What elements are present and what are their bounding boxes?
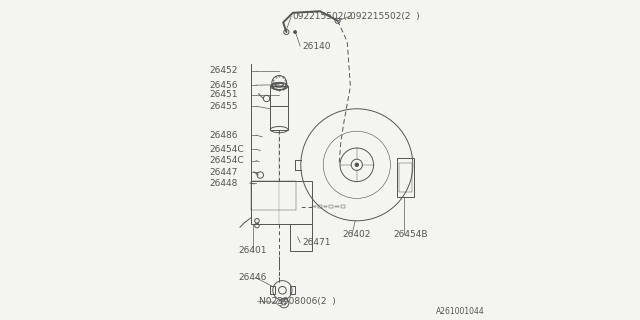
Bar (335, 206, 339, 207)
Bar (399, 163, 412, 192)
Text: N: N (278, 300, 282, 305)
Text: 092215502(2  ): 092215502(2 ) (351, 12, 420, 21)
Text: 26451: 26451 (210, 90, 238, 99)
Text: 26486: 26486 (210, 131, 238, 140)
Bar (317, 205, 322, 208)
Text: 26454B: 26454B (394, 230, 428, 239)
Bar (269, 286, 275, 294)
Text: 26401: 26401 (239, 246, 267, 255)
Text: N023908006(2  ): N023908006(2 ) (259, 297, 336, 306)
Text: 26455: 26455 (210, 102, 238, 111)
Bar (329, 205, 333, 208)
Text: 26454C: 26454C (210, 156, 244, 165)
Circle shape (355, 163, 359, 167)
Text: 26447: 26447 (210, 168, 238, 177)
Text: 092215502(2: 092215502(2 (292, 12, 353, 21)
Text: 26448: 26448 (210, 179, 238, 188)
Text: 26471: 26471 (302, 238, 331, 247)
Text: A261001044: A261001044 (436, 308, 484, 316)
Bar (290, 224, 312, 251)
Text: 26456: 26456 (210, 81, 238, 90)
Text: 26402: 26402 (342, 230, 371, 239)
Circle shape (293, 30, 297, 34)
Text: 26452: 26452 (210, 66, 238, 75)
Bar (323, 206, 328, 207)
Bar (340, 205, 344, 208)
Bar (397, 158, 415, 197)
Text: 26140: 26140 (302, 42, 331, 51)
Bar (270, 86, 288, 130)
Bar (290, 286, 295, 294)
Text: 26454C: 26454C (210, 145, 244, 154)
Bar (251, 181, 312, 224)
Text: 26446: 26446 (239, 273, 267, 282)
Bar (312, 206, 316, 207)
Bar (251, 181, 296, 210)
